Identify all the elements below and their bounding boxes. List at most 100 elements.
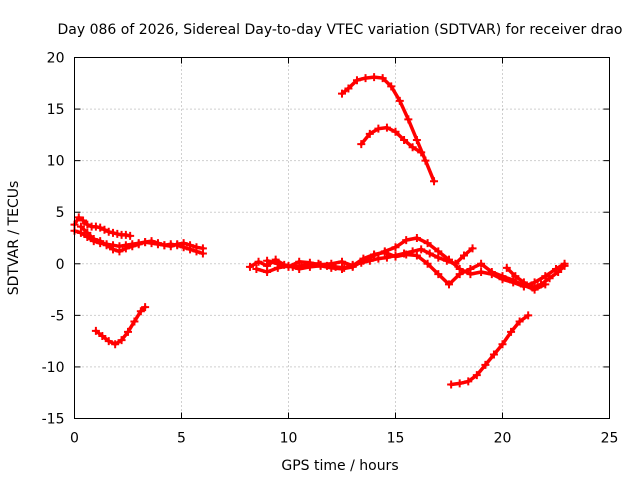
- data-point: [498, 340, 507, 349]
- y-tick-label: -5: [51, 308, 65, 324]
- data-point: [327, 259, 336, 268]
- series-trace-10: [447, 311, 533, 389]
- trace-line: [449, 313, 530, 387]
- data-point: [541, 272, 550, 281]
- data-point: [434, 270, 443, 279]
- data-point: [391, 243, 400, 252]
- data-point: [537, 280, 546, 289]
- data-point: [192, 243, 201, 252]
- series-trace-7: [263, 248, 550, 294]
- data-point: [83, 220, 92, 229]
- data-point: [464, 377, 473, 386]
- data-point: [387, 82, 396, 91]
- y-axis-label: SDTVAR / TECUs: [6, 181, 22, 296]
- y-tick-label: 15: [47, 102, 65, 118]
- data-point: [338, 264, 346, 273]
- data-point: [295, 257, 304, 266]
- data-traces: [70, 73, 569, 389]
- data-point: [134, 240, 143, 249]
- data-point: [263, 256, 272, 265]
- data-point: [98, 331, 107, 340]
- data-point: [468, 244, 477, 253]
- x-tick-label: 25: [601, 431, 619, 447]
- data-point: [481, 360, 490, 369]
- data-point: [263, 268, 272, 277]
- data-point: [391, 252, 400, 261]
- data-point: [124, 327, 132, 336]
- data-point: [477, 268, 486, 277]
- data-point: [417, 245, 426, 254]
- data-point: [447, 380, 456, 389]
- data-point: [160, 241, 169, 250]
- trace-line: [340, 75, 436, 184]
- data-point: [245, 262, 254, 271]
- data-point: [126, 231, 135, 240]
- data-point: [357, 140, 366, 149]
- y-tick-label: -15: [42, 412, 65, 428]
- data-point: [130, 317, 139, 326]
- data-point: [96, 237, 105, 246]
- data-point: [365, 129, 374, 138]
- data-point: [378, 74, 387, 83]
- x-tick-label: 15: [387, 431, 405, 447]
- data-point: [391, 127, 400, 136]
- data-point: [489, 350, 498, 359]
- chart-title: Day 086 of 2026, Sidereal Day-to-day VTE…: [57, 22, 622, 38]
- data-point: [359, 254, 368, 263]
- data-point: [370, 250, 379, 259]
- data-point: [402, 236, 411, 245]
- data-point: [395, 96, 404, 105]
- data-point: [374, 254, 383, 263]
- y-tick-label: 5: [56, 205, 65, 221]
- data-point: [76, 222, 85, 231]
- data-point: [519, 278, 528, 287]
- y-tick-labels: -15 -10 -5 0 5 10 15 20: [42, 51, 65, 428]
- data-point: [509, 276, 518, 285]
- x-tick-label: 10: [280, 431, 298, 447]
- data-point: [186, 241, 195, 250]
- x-tick-label: 0: [70, 431, 79, 447]
- series-trace-4: [91, 303, 150, 349]
- data-point: [338, 257, 346, 266]
- data-point: [89, 235, 98, 244]
- data-point: [348, 261, 357, 270]
- data-point: [445, 255, 453, 264]
- series-trace-8: [338, 73, 439, 186]
- data-point: [141, 238, 150, 247]
- y-tick-label: -10: [42, 360, 65, 376]
- data-point: [166, 242, 175, 251]
- data-point: [198, 244, 207, 253]
- data-point: [113, 229, 122, 238]
- data-point: [115, 247, 124, 256]
- data-point: [370, 73, 379, 82]
- x-axis-label: GPS time / hours: [281, 458, 398, 474]
- data-point: [423, 259, 432, 268]
- data-point: [344, 84, 353, 93]
- data-point: [100, 225, 109, 234]
- data-point: [295, 264, 304, 273]
- x-tick-label: 20: [494, 431, 512, 447]
- data-point: [102, 241, 111, 250]
- data-point: [412, 136, 421, 145]
- data-point: [374, 124, 383, 133]
- data-point: [316, 260, 325, 269]
- data-point: [455, 379, 464, 388]
- data-point: [252, 264, 261, 273]
- y-tick-label: 10: [47, 154, 65, 170]
- data-point: [382, 123, 391, 132]
- data-point: [361, 74, 370, 83]
- data-point: [284, 262, 293, 271]
- data-point: [404, 115, 413, 124]
- data-point: [434, 247, 443, 256]
- y-tick-label: 20: [47, 51, 65, 67]
- data-point: [545, 274, 554, 283]
- data-point: [408, 143, 417, 152]
- y-tick-label: 0: [56, 257, 65, 273]
- data-point: [338, 89, 346, 98]
- data-point: [179, 239, 188, 248]
- data-point: [352, 76, 361, 85]
- data-point: [402, 250, 411, 259]
- data-point: [83, 228, 92, 237]
- data-point: [109, 245, 118, 254]
